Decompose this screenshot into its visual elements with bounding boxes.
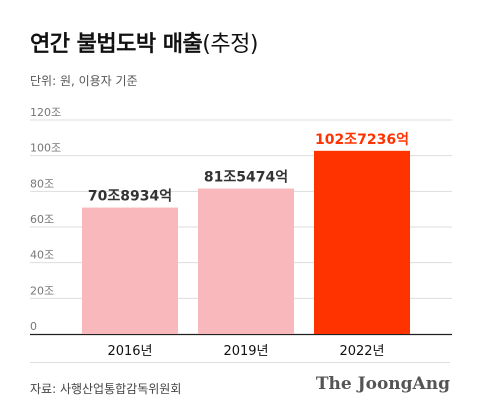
bar <box>82 207 178 334</box>
y-tick-label: 20조 <box>30 284 54 297</box>
y-tick-label: 120조 <box>30 106 61 119</box>
footer-divider <box>30 362 450 363</box>
bar <box>198 188 294 334</box>
data-label: 70조8934억 <box>88 189 172 205</box>
source-note: 자료: 사행산업통합감독위원회 <box>30 382 182 396</box>
chart-title-paren: (추정) <box>202 32 258 57</box>
y-tick-label: 40조 <box>30 249 54 262</box>
chart-title: 연간 불법도박 매출(추정) <box>30 26 258 58</box>
y-tick-label: 100조 <box>30 142 61 155</box>
data-label: 81조5474억 <box>204 170 288 186</box>
x-tick-label: 2022년 <box>339 344 384 359</box>
chart-title-main: 연간 불법도박 매출 <box>30 32 203 57</box>
publisher-logo: The JoongAng <box>315 374 450 394</box>
x-tick-label: 2016년 <box>107 344 152 359</box>
y-tick-label: 60조 <box>30 213 54 226</box>
data-label: 102조7236억 <box>315 132 409 148</box>
bar <box>314 150 410 334</box>
y-tick-label: 0 <box>30 320 37 333</box>
x-tick-label: 2019년 <box>223 344 268 359</box>
chart-unit-note: 단위: 원, 이용자 기준 <box>30 74 138 88</box>
y-tick-label: 80조 <box>30 177 54 190</box>
